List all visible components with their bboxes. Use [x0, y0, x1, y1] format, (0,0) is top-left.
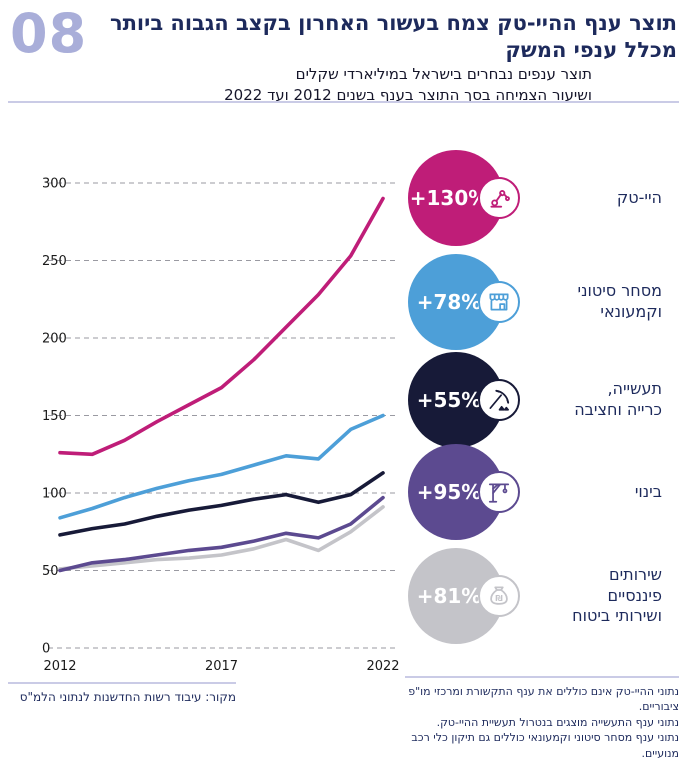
- growth-circle-trade: +78%: [408, 254, 520, 350]
- legend-label-industry: תעשייה, כרייה וחציבה: [574, 379, 662, 419]
- legend-row-trade: +78% מסחר סיטוני וקמעונאי: [408, 254, 683, 350]
- source-note: מקור: עיבוד רשות החדשנות לנתוני הלמ"ס: [8, 682, 236, 704]
- page-title: תוצר ענף ההיי-טק צמח בעשור האחרון בקצב ה…: [109, 11, 677, 63]
- legend-label-hightech: היי-טק: [616, 187, 662, 207]
- series-line-4: [58, 505, 385, 571]
- icon-badge: [478, 471, 520, 513]
- growth-pct: +55%: [416, 388, 482, 412]
- x-tick-label: 2012: [43, 659, 76, 674]
- y-tick-label: 100: [42, 487, 67, 502]
- growth-pct: +78%: [416, 290, 482, 314]
- footnote: נתוני ההיי-טק אינם כוללים את ענף התקשורת…: [408, 685, 679, 714]
- x-tick-label: 2017: [205, 659, 238, 674]
- crane-icon: [488, 483, 510, 503]
- svg-text:₪: ₪: [495, 593, 502, 603]
- icon-badge: [478, 379, 520, 421]
- money-bag-icon: ₪: [490, 586, 508, 605]
- pickaxe-icon: [489, 389, 510, 411]
- robot-arm-icon: [490, 190, 510, 208]
- icon-badge: [478, 281, 520, 323]
- series-line-1: [58, 413, 385, 520]
- legend-row-financial: +81% ₪ שירותים פיננסיים ושירותי ביטוח: [408, 548, 683, 644]
- series-line-3: [58, 495, 385, 573]
- growth-pct: +130%: [409, 186, 489, 210]
- legend-label-financial: שירותים פיננסיים ושירותי ביטוח: [572, 564, 662, 626]
- series-line-2: [58, 471, 385, 537]
- icon-badge: [478, 177, 520, 219]
- header-divider: [8, 101, 679, 103]
- storefront-icon: [489, 293, 509, 311]
- footnote: נתוני ענף מסחר סיטוני וקמעונאי כוללים גם…: [411, 731, 679, 760]
- legend-row-construction: +95% בינוי: [408, 444, 683, 540]
- series-line-0: [58, 196, 385, 457]
- legend-row-industry: +55% תעשייה, כרייה וחציבה: [408, 352, 683, 448]
- footnote: נתוני ענף התעשייה מוצגים בנטרול תעשיית ה…: [436, 715, 679, 729]
- legend-label-construction: בינוי: [634, 481, 662, 501]
- line-chart: 0 50 100 150 200 250 300 2012 2017 2022: [42, 177, 400, 675]
- growth-circle-hightech: +130%: [408, 150, 520, 246]
- y-tick-label: 50: [42, 564, 59, 579]
- infographic-page: 08 תוצר ענף ההיי-טק צמח בעשור האחרון בקצ…: [8, 2, 683, 760]
- growth-circle-financial: +81% ₪: [408, 548, 520, 644]
- x-tick-label: 2022: [366, 659, 399, 674]
- legend-row-hightech: +130% היי-טק: [408, 150, 683, 246]
- y-tick-label: 0: [42, 642, 50, 657]
- y-tick-label: 200: [42, 332, 67, 347]
- legend-label-trade: מסחר סיטוני וקמעונאי: [577, 281, 663, 321]
- y-tick-label: 300: [42, 177, 67, 192]
- y-tick-label: 150: [42, 409, 67, 424]
- y-tick-label: 250: [42, 254, 67, 269]
- icon-badge: ₪: [478, 575, 520, 617]
- growth-pct: +95%: [416, 480, 482, 504]
- page-subtitle: תוצר ענפים נבחרים בישראל במיליארדי שקלים…: [224, 65, 592, 104]
- growth-circle-construction: +95%: [408, 444, 520, 540]
- page-number: 08: [10, 2, 88, 65]
- footnotes: נתוני ההיי-טק אינם כוללים את ענף התקשורת…: [405, 676, 679, 761]
- growth-circle-industry: +55%: [408, 352, 520, 448]
- growth-pct: +81%: [416, 584, 482, 608]
